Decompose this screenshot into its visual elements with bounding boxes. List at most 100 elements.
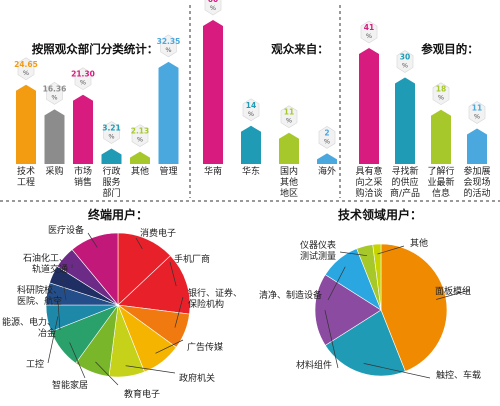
bar bbox=[73, 94, 93, 164]
data-label-unit: % bbox=[324, 137, 330, 145]
slice-label: 银行、证券、保险机构 bbox=[188, 287, 242, 310]
slice-label: 材料组件 bbox=[296, 359, 332, 371]
leader-line bbox=[327, 266, 346, 301]
tick-label: 管理 bbox=[159, 165, 177, 177]
data-label-unit: % bbox=[137, 136, 143, 144]
leader-line bbox=[169, 261, 177, 287]
slice-label: 消费电子 bbox=[140, 227, 176, 239]
bar bbox=[101, 148, 122, 164]
tick-label: 华南 bbox=[204, 165, 222, 177]
slice-label: 教育电子 bbox=[124, 388, 160, 400]
value-badge bbox=[103, 121, 120, 144]
tick-label: 其他 bbox=[131, 165, 149, 177]
data-label: 32.35 bbox=[157, 37, 181, 46]
data-label: 16.36 bbox=[43, 84, 67, 93]
slice-label: 其他 bbox=[410, 237, 428, 249]
bar bbox=[395, 77, 415, 164]
slice-label: 科研院校、医院、航空 bbox=[17, 284, 62, 307]
bar bbox=[241, 125, 261, 164]
leader-line bbox=[95, 361, 119, 386]
slice-label: 工控 bbox=[26, 358, 44, 370]
tick-label: 参加展会现场的活动 bbox=[463, 165, 490, 199]
data-label: 24.65 bbox=[14, 60, 38, 69]
data-label: 3.21 bbox=[102, 123, 121, 132]
data-label: 2.13 bbox=[131, 127, 150, 136]
data-label-unit: % bbox=[286, 117, 292, 125]
bar bbox=[130, 151, 150, 164]
tick-label: 寻找新的供应商/产品 bbox=[390, 165, 420, 199]
pie-slice bbox=[117, 232, 171, 306]
leader-line bbox=[62, 278, 67, 301]
chart-title: 按照观众部门分类统计： bbox=[32, 42, 159, 56]
chart-origin: 观众来自： 60% 华南 14% 华东 11% 国内其他地区 2% 海外 bbox=[203, 0, 337, 199]
chart-title: 观众来自： bbox=[271, 42, 329, 56]
bar bbox=[431, 109, 451, 164]
data-label-unit: % bbox=[248, 110, 254, 118]
bar-group: 11% 参加展会现场的活动 bbox=[463, 101, 491, 199]
bar bbox=[467, 128, 487, 164]
data-label-unit: % bbox=[51, 93, 57, 101]
data-label-unit: % bbox=[366, 32, 372, 40]
value-badge bbox=[280, 105, 298, 129]
slice-label: 石油化工、轨道交通 bbox=[23, 252, 68, 275]
value-badge bbox=[46, 82, 63, 105]
bar bbox=[317, 153, 337, 164]
data-label-unit: % bbox=[210, 4, 216, 12]
leader-line bbox=[87, 232, 98, 248]
value-badge bbox=[204, 0, 222, 16]
data-label: 30 bbox=[400, 53, 410, 62]
value-badge bbox=[160, 34, 177, 58]
data-label-unit: % bbox=[474, 112, 480, 120]
data-label: 41 bbox=[364, 23, 374, 32]
pie-slice bbox=[372, 243, 382, 311]
tick-label: 了解行业最新信息 bbox=[427, 165, 454, 199]
leader-line bbox=[339, 251, 368, 257]
tick-label: 国内其他地区 bbox=[280, 165, 298, 199]
bar-group: 32.35% 管理 bbox=[157, 34, 181, 177]
bar bbox=[16, 84, 36, 164]
bar bbox=[279, 132, 299, 164]
bar-group: 2% 海外 bbox=[317, 126, 337, 177]
bar-group: 41% 具有意向之采购洽谈 bbox=[355, 20, 383, 199]
leader-line bbox=[377, 245, 405, 255]
slice-label: 触控、车载 bbox=[436, 369, 481, 381]
leader-line bbox=[324, 309, 339, 369]
data-label: 21.30 bbox=[71, 70, 95, 79]
bar-group: 2.13% 其他 bbox=[130, 124, 150, 177]
bar-group: 11% 国内其他地区 bbox=[279, 105, 299, 199]
data-label-unit: % bbox=[108, 132, 114, 140]
data-label-unit: % bbox=[23, 69, 29, 77]
pie-slice bbox=[314, 274, 382, 346]
leader-line bbox=[363, 363, 431, 379]
pie-slice bbox=[324, 309, 406, 377]
pie-slice bbox=[380, 243, 448, 372]
chart-title: 技术领域用户： bbox=[338, 207, 422, 222]
tick-label: 具有意向之采购洽谈 bbox=[355, 165, 382, 199]
slice-label: 能源、电力、冶金 bbox=[2, 316, 56, 339]
tick-label: 技术工程 bbox=[17, 165, 35, 188]
slice-label: 清净、制造设备 bbox=[259, 289, 322, 301]
bar-group: 21.30% 市场销售 bbox=[71, 67, 95, 188]
leader-line bbox=[47, 316, 59, 364]
value-badge bbox=[360, 20, 378, 44]
slice-label: 智能家居 bbox=[52, 379, 88, 391]
tick-label: 市场销售 bbox=[74, 165, 92, 188]
leader-line bbox=[174, 296, 184, 328]
data-label: 14 bbox=[246, 101, 256, 110]
data-label: 11 bbox=[472, 103, 482, 112]
bar bbox=[359, 48, 379, 164]
slice-label: 医疗设备 bbox=[48, 224, 84, 236]
tick-label: 行政服务部门 bbox=[102, 165, 120, 199]
value-badge bbox=[74, 67, 92, 91]
tick-label: 采购 bbox=[45, 165, 63, 177]
slice-label: 广告传媒 bbox=[187, 341, 223, 353]
leader-line bbox=[155, 339, 184, 354]
data-label-unit: % bbox=[402, 62, 408, 70]
leader-line bbox=[135, 237, 143, 250]
bar-group: 24.65% 技术工程 bbox=[14, 57, 38, 188]
value-badge bbox=[17, 57, 35, 81]
value-badge bbox=[432, 82, 450, 106]
